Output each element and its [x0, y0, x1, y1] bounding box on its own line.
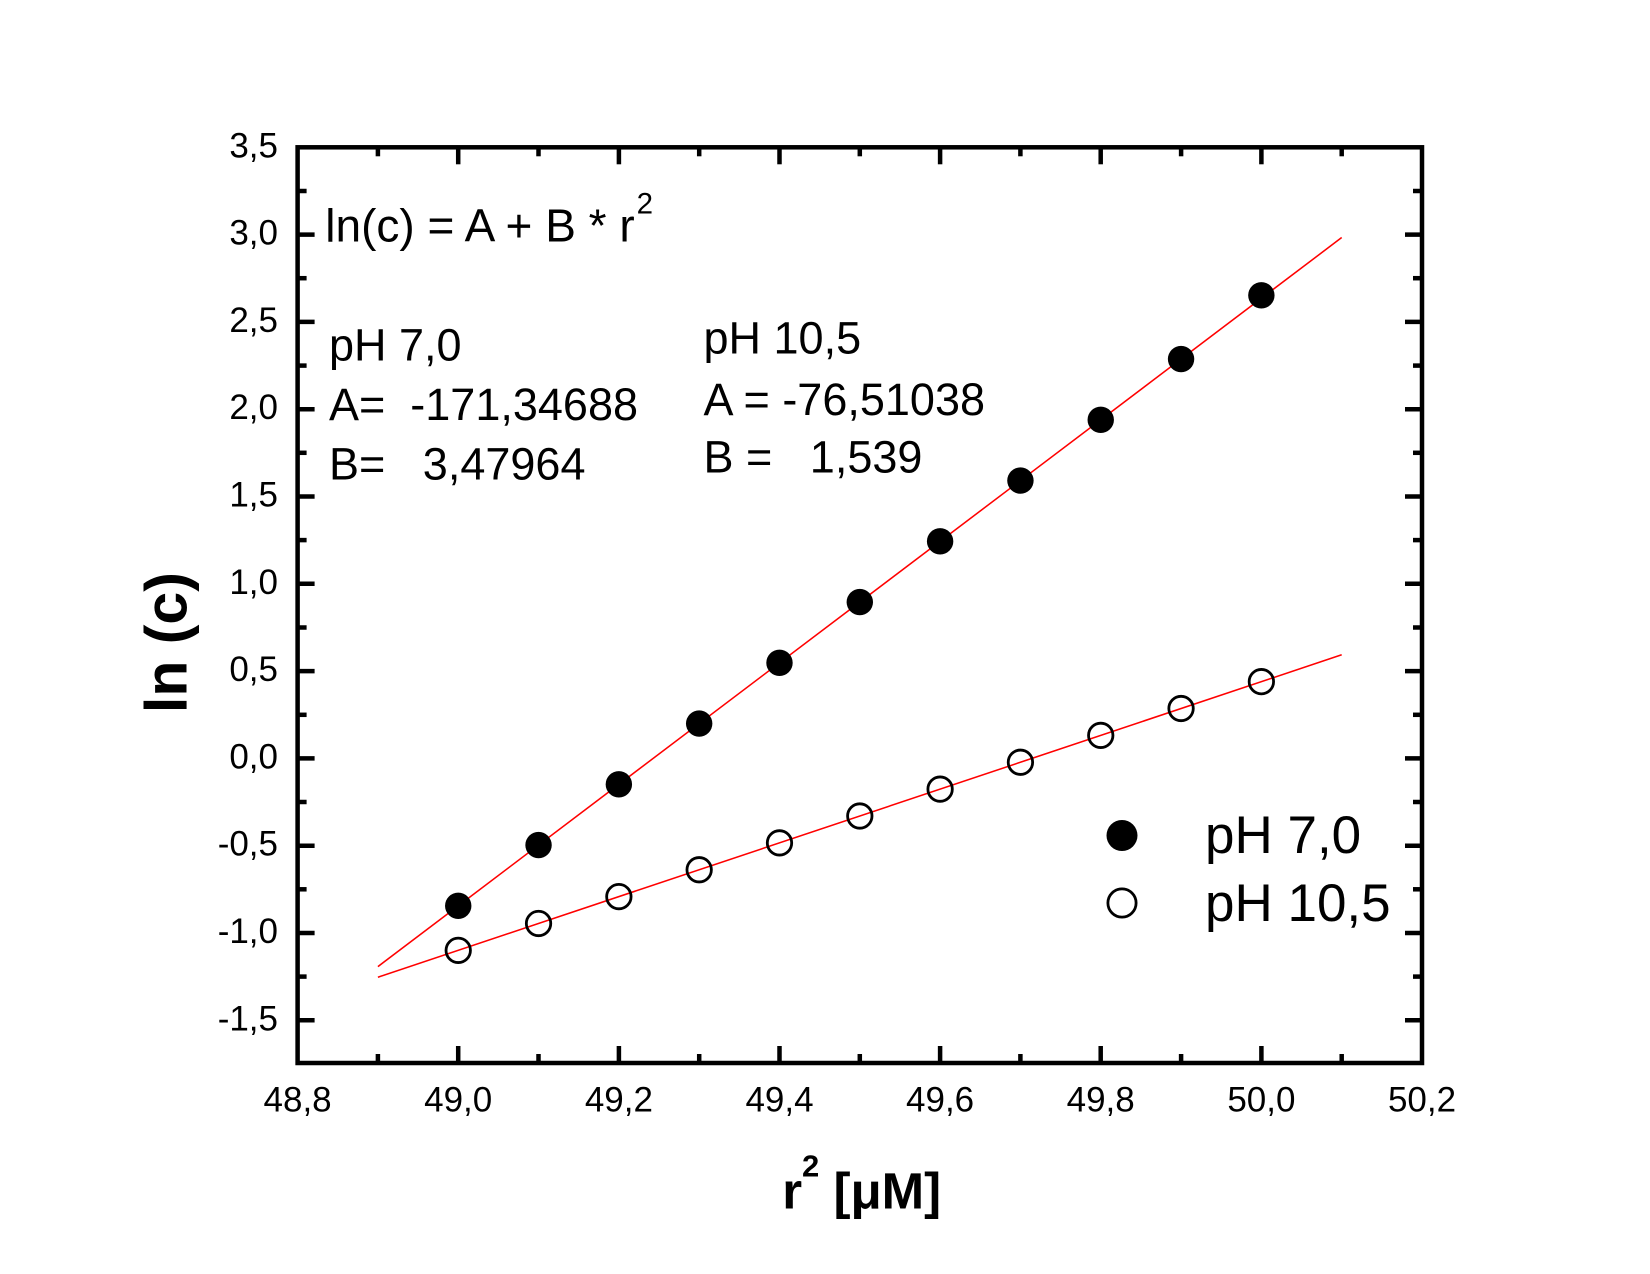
svg-text:49,6: 49,6 — [906, 1081, 974, 1120]
svg-text:-1,5: -1,5 — [218, 999, 278, 1038]
svg-text:49,4: 49,4 — [745, 1081, 813, 1120]
svg-text:A = -76,51038: A = -76,51038 — [704, 374, 986, 425]
svg-text:3,5: 3,5 — [229, 126, 278, 165]
svg-text:3,0: 3,0 — [229, 214, 278, 253]
svg-text:-0,5: -0,5 — [218, 825, 278, 864]
svg-text:1,5: 1,5 — [229, 476, 278, 515]
svg-text:pH 7,0: pH 7,0 — [329, 320, 462, 371]
svg-text:B = 1,539: B = 1,539 — [704, 432, 923, 483]
svg-text:1,0: 1,0 — [229, 563, 278, 602]
svg-text:50,2: 50,2 — [1388, 1081, 1456, 1120]
svg-text:49,0: 49,0 — [424, 1081, 492, 1120]
svg-text:2,5: 2,5 — [229, 301, 278, 340]
svg-text:50,0: 50,0 — [1227, 1081, 1295, 1120]
svg-text:0,0: 0,0 — [229, 737, 278, 776]
svg-text:ln (c): ln (c) — [134, 572, 200, 713]
svg-text:B= 3,47964: B= 3,47964 — [329, 438, 585, 489]
svg-text:0,5: 0,5 — [229, 650, 278, 689]
svg-text:pH 10,5: pH 10,5 — [704, 313, 862, 364]
svg-text:48,8: 48,8 — [264, 1081, 332, 1120]
svg-text:pH 10,5: pH 10,5 — [1205, 874, 1391, 933]
svg-text:49,2: 49,2 — [585, 1081, 653, 1120]
svg-text:2,0: 2,0 — [229, 388, 278, 427]
svg-text:49,8: 49,8 — [1067, 1081, 1135, 1120]
svg-text:A= -171,34688: A= -171,34688 — [329, 379, 638, 430]
svg-text:-1,0: -1,0 — [218, 912, 278, 951]
svg-text:pH 7,0: pH 7,0 — [1205, 806, 1361, 865]
